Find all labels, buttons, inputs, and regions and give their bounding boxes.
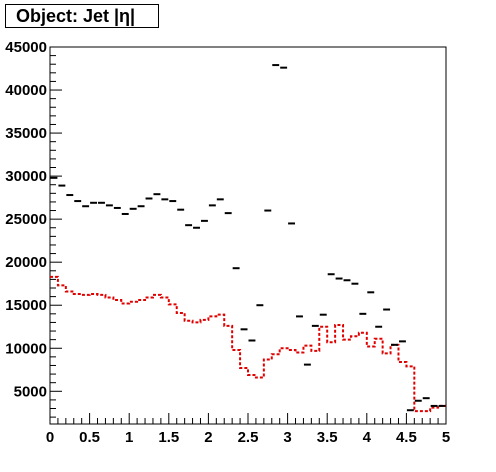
x-tick-label: 2.5: [238, 429, 259, 446]
x-tick-label: 1: [125, 429, 133, 446]
x-tick-label: 1.5: [158, 429, 179, 446]
y-tick-label: 35000: [5, 125, 47, 142]
axes: 0 0.5 1 1.5 2 2.5 3 3.5 4 4.5 5 5000 10000 15000 20000…: [5, 39, 450, 446]
red-histogram-series: [50, 275, 446, 413]
y-tick-label: 30000: [5, 168, 47, 185]
x-tick-label: 2: [204, 429, 212, 446]
chart-title: Object: Jet |η|: [5, 4, 159, 28]
plot-border: [49, 46, 447, 425]
y-tick-label: 15000: [5, 297, 47, 314]
x-tick-label: 4: [363, 429, 372, 446]
x-tick-label: 5: [442, 429, 450, 446]
x-tick-label: 0: [46, 429, 54, 446]
y-tick-label: 10000: [5, 340, 47, 357]
x-tick-label: 4.5: [396, 429, 417, 446]
y-tick-label: 25000: [5, 211, 47, 228]
y-tick-label: 20000: [5, 254, 47, 271]
x-tick-label: 3.5: [317, 429, 338, 446]
black-points-series: [50, 64, 446, 412]
y-tick-label: 45000: [5, 39, 47, 56]
x-tick-label: 0.5: [79, 429, 100, 446]
y-tick-label: 40000: [5, 82, 47, 99]
plot-frame: [49, 46, 447, 425]
histogram-line: [50, 275, 446, 413]
x-tick-label: 3: [283, 429, 291, 446]
y-tick-label: 5000: [14, 383, 47, 400]
